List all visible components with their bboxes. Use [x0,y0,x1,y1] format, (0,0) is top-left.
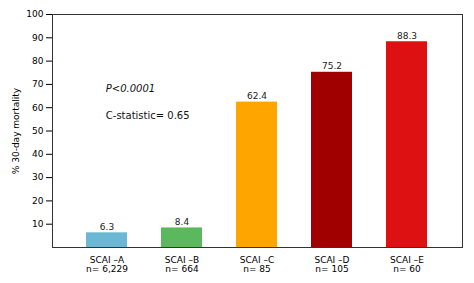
svg-text:SCAI –Cn= 85: SCAI –Cn= 85 [240,255,274,274]
svg-text:% 30-day mortality: % 30-day mortality [11,87,21,174]
svg-text:70: 70 [32,79,44,89]
svg-text:P<0.0001: P<0.0001 [106,83,155,94]
svg-text:C-statistic= 0.65: C-statistic= 0.65 [106,110,190,121]
svg-text:90: 90 [32,33,44,43]
svg-text:8.4: 8.4 [175,217,190,227]
svg-text:80: 80 [32,56,44,66]
svg-text:10: 10 [32,219,44,229]
svg-text:SCAI –Bn= 664: SCAI –Bn= 664 [165,255,199,274]
svg-text:100: 100 [26,9,43,19]
svg-text:60: 60 [32,103,44,113]
svg-text:SCAI –Dn= 105: SCAI –Dn= 105 [314,255,349,274]
svg-text:30: 30 [32,172,44,182]
svg-text:62.4: 62.4 [247,91,267,101]
svg-text:20: 20 [32,196,44,206]
svg-text:75.2: 75.2 [322,61,342,71]
svg-text:40: 40 [32,149,44,159]
svg-text:88.3: 88.3 [397,31,417,41]
svg-text:SCAI –En= 60: SCAI –En= 60 [390,255,424,274]
svg-text:SCAI –An= 6,229: SCAI –An= 6,229 [86,255,128,274]
svg-text:6.3: 6.3 [100,222,114,232]
svg-text:50: 50 [32,126,44,136]
